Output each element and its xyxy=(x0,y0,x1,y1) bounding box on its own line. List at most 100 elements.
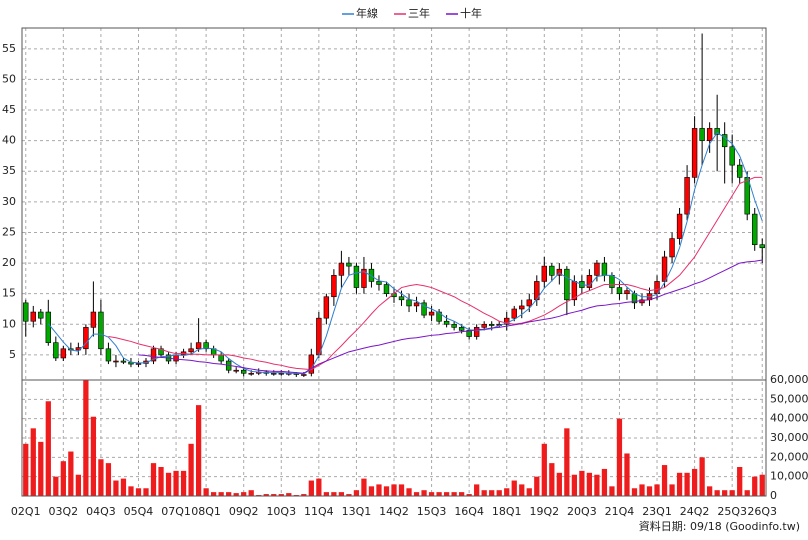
candle-body xyxy=(38,311,44,319)
candle-body xyxy=(316,317,322,356)
x-tick-label: 10Q3 xyxy=(266,505,296,518)
volume-bar xyxy=(383,486,390,496)
volume-bar xyxy=(684,472,690,496)
x-tick-label: 02Q1 xyxy=(11,505,41,518)
ma-line xyxy=(108,176,763,371)
candle-body xyxy=(541,265,548,282)
x-tick-label: 03Q2 xyxy=(49,505,79,518)
candle-body xyxy=(729,146,735,166)
candle-body xyxy=(240,369,247,374)
volume-bar xyxy=(301,494,307,496)
candle-body xyxy=(338,262,345,276)
volume-bar xyxy=(413,492,420,496)
candle-body xyxy=(721,134,728,148)
candle-body xyxy=(376,281,382,285)
candle-body xyxy=(421,302,427,316)
candle-body xyxy=(586,275,593,288)
x-tick-label: 14Q2 xyxy=(379,505,409,518)
volume-bar xyxy=(534,476,540,496)
candle-body xyxy=(706,128,713,141)
volume-bar xyxy=(83,380,89,496)
candle-body xyxy=(609,275,615,288)
candle-body xyxy=(248,372,254,375)
x-tick-label: 21Q4 xyxy=(605,505,635,518)
candle-body xyxy=(736,164,743,178)
volume-bar xyxy=(661,465,668,496)
volume-bar xyxy=(624,453,630,496)
candle-body xyxy=(188,348,194,353)
volume-bar xyxy=(128,486,134,496)
candle-body xyxy=(53,342,59,359)
candle-body xyxy=(368,268,375,282)
volume-bar xyxy=(308,480,314,496)
volume-bar xyxy=(579,470,585,496)
x-tick-label: 08Q1 xyxy=(191,505,221,518)
volume-frame xyxy=(21,379,767,497)
volume-bar xyxy=(188,443,194,496)
y-tick-label: 55 xyxy=(2,42,16,55)
candle-body xyxy=(669,238,675,258)
volume-bar xyxy=(428,492,435,496)
volume-bar xyxy=(158,467,164,496)
volume-bar xyxy=(451,492,457,496)
candle-body xyxy=(218,354,224,362)
volume-bar xyxy=(135,488,142,496)
volume-bar xyxy=(564,428,570,496)
volume-bar xyxy=(113,480,119,496)
volume-bar xyxy=(398,484,405,496)
candle-body xyxy=(90,311,97,328)
candle-body xyxy=(158,348,164,356)
candle-body xyxy=(23,302,29,322)
candle-body xyxy=(752,213,758,246)
volume-bar xyxy=(165,472,172,496)
candle-body xyxy=(143,360,149,364)
x-tick-label: 23Q1 xyxy=(642,505,672,518)
candle-body xyxy=(684,177,690,215)
candle-body xyxy=(601,262,608,276)
volume-bar xyxy=(90,416,97,496)
candle-body xyxy=(105,348,112,362)
candle-body xyxy=(83,327,89,350)
volume-bar xyxy=(323,492,329,496)
volume-bar xyxy=(616,418,623,496)
x-tick-label: 13Q1 xyxy=(342,505,372,518)
volume-bar xyxy=(481,490,487,496)
volume-tick-label: 10,000 xyxy=(770,470,808,483)
volume-bar xyxy=(376,484,382,496)
candle-body xyxy=(98,311,104,350)
candle-body xyxy=(195,342,202,350)
volume-bar xyxy=(120,478,127,496)
volume-bar xyxy=(526,488,532,496)
candle-body xyxy=(451,323,457,328)
volume-bar xyxy=(218,492,224,496)
volume-bar xyxy=(729,490,735,496)
candle-body xyxy=(458,327,465,331)
volume-bar xyxy=(331,492,337,496)
volume-bar xyxy=(646,486,653,496)
candle-body xyxy=(714,128,720,135)
volume-bar xyxy=(511,480,517,496)
candle-body xyxy=(353,265,360,288)
candle-body xyxy=(113,360,119,363)
y-tick-label: 5 xyxy=(9,348,16,361)
candle-body xyxy=(45,311,52,343)
volume-bar xyxy=(752,476,758,496)
y-tick-label: 50 xyxy=(2,72,16,85)
candle-body xyxy=(549,265,555,276)
volume-bar xyxy=(53,476,59,496)
volume-bar xyxy=(631,488,638,496)
volume-bar xyxy=(195,405,202,496)
candle-body xyxy=(473,327,480,337)
volume-bar xyxy=(368,486,375,496)
candle-body xyxy=(661,256,668,282)
candle-body xyxy=(120,360,127,363)
volume-tick-label: 30,000 xyxy=(770,431,808,444)
volume-bar xyxy=(105,463,112,496)
candle-body xyxy=(383,284,390,294)
candle-body xyxy=(443,320,450,325)
volume-bar xyxy=(594,474,600,496)
candle-body xyxy=(30,311,36,322)
candle-body xyxy=(398,296,405,301)
volume-bar xyxy=(23,443,29,496)
